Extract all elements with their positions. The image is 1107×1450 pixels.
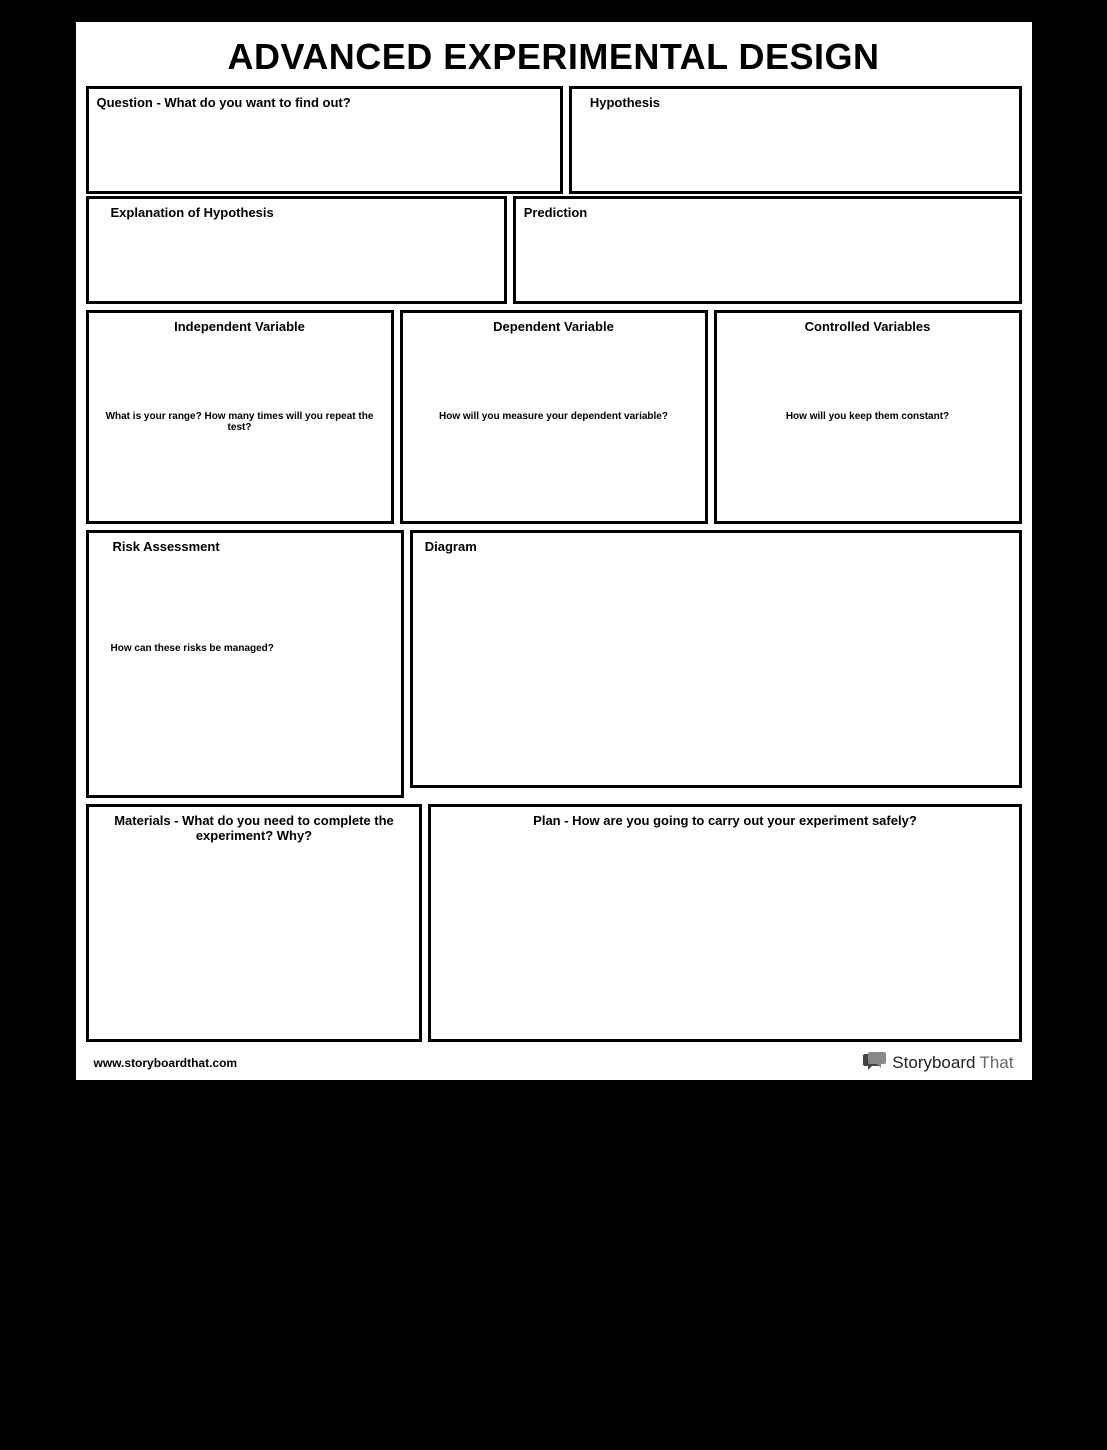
sublabel-controlled: How will you keep them constant? xyxy=(725,411,1011,422)
sublabel-risk: How can these risks be managed? xyxy=(97,643,393,654)
label-explanation: Explanation of Hypothesis xyxy=(111,205,496,220)
footer-url: www.storyboardthat.com xyxy=(94,1056,238,1070)
sublabel-independent: What is your range? How many times will … xyxy=(97,411,383,433)
speech-bubble-icon xyxy=(862,1052,888,1074)
box-controlled-variables: Controlled Variables How will you keep t… xyxy=(714,310,1022,524)
label-question: Question - What do you want to find out? xyxy=(97,95,552,110)
brand-text-2: That xyxy=(979,1053,1013,1073)
box-question: Question - What do you want to find out? xyxy=(86,86,563,194)
row-explanation-prediction: Explanation of Hypothesis Prediction xyxy=(86,196,1022,304)
box-dependent-variable: Dependent Variable How will you measure … xyxy=(400,310,708,524)
label-diagram: Diagram xyxy=(425,539,1011,554)
row-materials-plan: Materials - What do you need to complete… xyxy=(86,804,1022,1042)
brand-text-1: Storyboard xyxy=(892,1053,975,1073)
label-prediction: Prediction xyxy=(524,205,1011,220)
row-question-hypothesis: Question - What do you want to find out?… xyxy=(86,86,1022,194)
row-risk-diagram: Risk Assessment How can these risks be m… xyxy=(86,530,1022,798)
row-variables: Independent Variable What is your range?… xyxy=(86,310,1022,524)
box-independent-variable: Independent Variable What is your range?… xyxy=(86,310,394,524)
box-hypothesis: Hypothesis xyxy=(569,86,1022,194)
brand-logo: StoryboardThat xyxy=(862,1052,1013,1074)
footer: www.storyboardthat.com StoryboardThat xyxy=(86,1050,1022,1074)
box-prediction: Prediction xyxy=(513,196,1022,304)
box-explanation: Explanation of Hypothesis xyxy=(86,196,507,304)
box-diagram: Diagram xyxy=(410,530,1022,788)
label-risk: Risk Assessment xyxy=(113,539,393,554)
label-dependent: Dependent Variable xyxy=(411,319,697,334)
box-materials: Materials - What do you need to complete… xyxy=(86,804,423,1042)
label-hypothesis: Hypothesis xyxy=(580,95,1011,110)
label-independent: Independent Variable xyxy=(97,319,383,334)
label-controlled: Controlled Variables xyxy=(725,319,1011,334)
label-plan: Plan - How are you going to carry out yo… xyxy=(439,813,1010,828)
box-plan: Plan - How are you going to carry out yo… xyxy=(428,804,1021,1042)
label-materials: Materials - What do you need to complete… xyxy=(97,813,412,843)
page-title: ADVANCED EXPERIMENTAL DESIGN xyxy=(86,36,1022,78)
worksheet-page: ADVANCED EXPERIMENTAL DESIGN Question - … xyxy=(74,20,1034,1082)
box-risk-assessment: Risk Assessment How can these risks be m… xyxy=(86,530,404,798)
sublabel-dependent: How will you measure your dependent vari… xyxy=(411,411,697,422)
